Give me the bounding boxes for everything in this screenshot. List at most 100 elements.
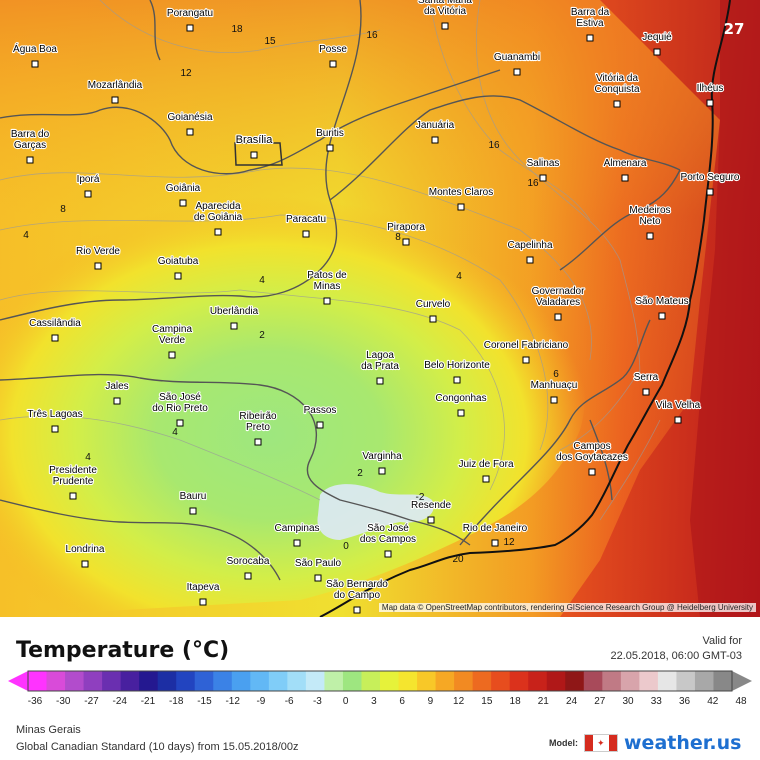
city-marker[interactable]: Paracatu: [285, 213, 327, 238]
city-marker[interactable]: Congonhas: [434, 392, 488, 417]
city-dot: [254, 438, 262, 446]
city-label: Curvelo: [416, 299, 451, 310]
city-marker[interactable]: Jequié: [641, 31, 673, 56]
city-label: Preto: [246, 422, 270, 433]
city-label: Manhuaçu: [531, 380, 578, 391]
city-dot: [168, 351, 176, 359]
city-marker[interactable]: Jales: [104, 380, 130, 405]
isotherms: [0, 0, 661, 521]
weather-us-logo[interactable]: Model: ✦ weather.us: [549, 732, 741, 754]
city-marker[interactable]: Almenara: [602, 157, 648, 182]
city-marker[interactable]: Vila Velha: [655, 399, 702, 424]
city-marker[interactable]: Coronel Fabriciano: [483, 339, 570, 364]
city-dot: [329, 60, 337, 68]
scale-swatch: [342, 671, 362, 691]
city-marker[interactable]: Capelinha: [506, 239, 554, 264]
city-marker[interactable]: Rio de Janeiro: [462, 522, 529, 547]
city-marker[interactable]: São Mateus: [634, 295, 690, 320]
scale-swatch: [546, 671, 566, 691]
city-marker[interactable]: Sorocaba: [225, 555, 271, 580]
city-marker[interactable]: Guanambi: [493, 51, 541, 76]
city-marker[interactable]: Água Boa: [12, 41, 58, 68]
city-marker[interactable]: Porto Seguro: [679, 171, 741, 196]
city-marker[interactable]: Uberlândia: [209, 305, 260, 330]
city-label: Valadares: [536, 297, 580, 308]
scale-tick: -15: [197, 696, 212, 707]
city-label: Mozarlândia: [88, 80, 143, 91]
city-label: Jales: [105, 381, 128, 392]
city-marker[interactable]: Montes Claros: [428, 186, 494, 211]
scale-swatch: [380, 671, 400, 691]
city-marker[interactable]: Goianésia: [166, 111, 214, 136]
scale-swatch: [83, 671, 103, 691]
city-dot: [244, 572, 252, 580]
city-marker[interactable]: Pirapora: [386, 221, 426, 246]
city-marker[interactable]: Manhuaçu: [530, 379, 578, 404]
city-marker[interactable]: Rio Verde: [75, 245, 121, 270]
city-marker[interactable]: Bauru: [179, 490, 207, 515]
city-marker[interactable]: Passos: [303, 404, 337, 429]
city-marker[interactable]: Cassilândia: [28, 317, 82, 342]
city-marker[interactable]: Salinas: [525, 157, 561, 182]
city-marker[interactable]: Brasília: [235, 133, 274, 159]
city-marker[interactable]: Três Lagoas: [26, 408, 84, 433]
city-marker[interactable]: Serra: [633, 371, 660, 396]
city-marker[interactable]: Iporá: [76, 173, 101, 198]
city-marker[interactable]: São Paulo: [294, 557, 343, 582]
city-label: Serra: [634, 372, 659, 383]
city-label: Goiatuba: [158, 256, 199, 267]
city-marker[interactable]: Goiatuba: [157, 255, 200, 280]
city-marker[interactable]: Itapeva: [185, 581, 221, 606]
city-marker[interactable]: Mozarlândia: [87, 79, 144, 104]
city-marker[interactable]: Resende: [410, 499, 453, 524]
city-label: Vila Velha: [656, 400, 701, 411]
map-attribution[interactable]: Map data © OpenStreetMap contributors, r…: [378, 603, 756, 612]
city-label: Goiânia: [166, 183, 201, 194]
scale-swatch: [194, 671, 214, 691]
city-marker[interactable]: Posse: [318, 43, 348, 68]
city-marker[interactable]: Januária: [415, 119, 456, 144]
scale-tick: 18: [509, 696, 521, 707]
city-marker[interactable]: Belo Horizonte: [423, 359, 491, 384]
brand-name: weather.us: [624, 732, 742, 754]
city-dot: [314, 574, 322, 582]
city-label: Minas: [314, 281, 341, 292]
city-dot: [250, 151, 258, 159]
city-marker[interactable]: Porangatu: [166, 7, 214, 32]
city-label: da Prata: [361, 361, 399, 372]
city-label: Montes Claros: [429, 187, 493, 198]
city-marker[interactable]: Varginha: [361, 450, 403, 475]
temperature-map[interactable]: Porangatu Santa Maria da Vitória Barra da Es…: [0, 0, 760, 617]
city-label: do Campo: [334, 590, 381, 601]
city-marker[interactable]: Campinas: [273, 522, 321, 547]
city-label: do Rio Preto: [152, 403, 208, 414]
city-marker[interactable]: Buritis: [315, 127, 345, 152]
city-dot: [186, 24, 194, 32]
city-marker[interactable]: Juiz de Fora: [457, 458, 515, 483]
city-marker[interactable]: Goiânia: [165, 182, 202, 207]
city-marker[interactable]: Londrina: [64, 543, 106, 568]
city-label: Paracatu: [286, 214, 326, 225]
city-marker[interactable]: Ilhéus: [696, 82, 724, 107]
city-label: São Bernardo: [326, 579, 388, 590]
city-marker[interactable]: Curvelo: [415, 298, 452, 323]
scale-swatch: [602, 671, 622, 691]
